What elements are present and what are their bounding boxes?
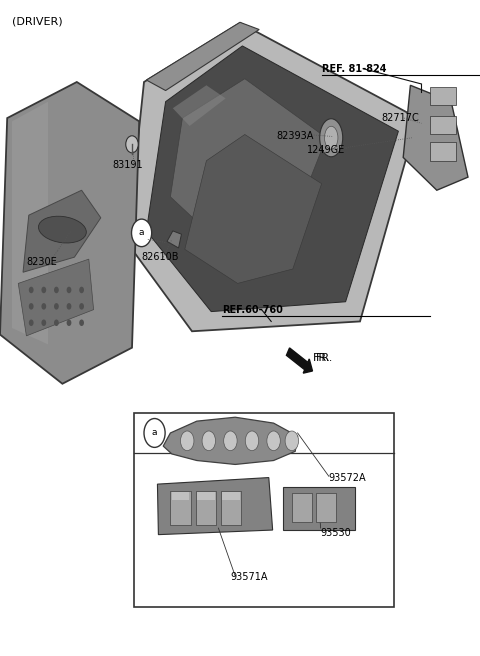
- Polygon shape: [185, 134, 322, 283]
- Bar: [430, 142, 456, 161]
- Circle shape: [132, 219, 152, 247]
- Circle shape: [79, 303, 84, 310]
- Polygon shape: [18, 259, 94, 336]
- FancyArrow shape: [287, 348, 312, 373]
- Polygon shape: [173, 85, 226, 126]
- Circle shape: [41, 319, 46, 326]
- Text: REF. 81-824: REF. 81-824: [322, 64, 386, 74]
- Ellipse shape: [267, 431, 280, 451]
- Text: REF.60-760: REF.60-760: [222, 304, 283, 315]
- Polygon shape: [23, 190, 101, 272]
- Bar: [292, 493, 312, 522]
- Circle shape: [29, 319, 34, 326]
- Circle shape: [126, 136, 138, 153]
- Bar: [134, 413, 394, 607]
- Text: FR.: FR.: [316, 352, 333, 363]
- Bar: [430, 116, 456, 134]
- Ellipse shape: [38, 216, 86, 243]
- Bar: [170, 491, 191, 525]
- Ellipse shape: [180, 431, 194, 451]
- Circle shape: [41, 287, 46, 293]
- Text: (DRIVER): (DRIVER): [12, 16, 62, 26]
- Text: 8230E: 8230E: [26, 257, 57, 268]
- Polygon shape: [157, 478, 273, 535]
- Text: 82717C: 82717C: [382, 113, 420, 123]
- Polygon shape: [12, 102, 48, 344]
- Ellipse shape: [224, 431, 237, 451]
- Circle shape: [79, 287, 84, 293]
- Circle shape: [67, 303, 72, 310]
- Bar: [316, 493, 336, 522]
- Circle shape: [29, 287, 34, 293]
- Circle shape: [144, 419, 165, 447]
- Circle shape: [29, 303, 34, 310]
- Polygon shape: [127, 23, 418, 331]
- Text: 93571A: 93571A: [230, 572, 268, 583]
- Text: a: a: [139, 228, 144, 237]
- Polygon shape: [167, 231, 181, 248]
- Circle shape: [54, 303, 59, 310]
- Bar: [197, 492, 215, 500]
- Circle shape: [54, 319, 59, 326]
- Text: FR.: FR.: [313, 352, 330, 363]
- Bar: [221, 491, 241, 525]
- Text: 82393A: 82393A: [276, 131, 313, 141]
- Text: a: a: [152, 428, 157, 438]
- Ellipse shape: [245, 431, 259, 451]
- Circle shape: [54, 287, 59, 293]
- Polygon shape: [163, 417, 298, 464]
- Polygon shape: [146, 46, 398, 312]
- Text: 93572A: 93572A: [329, 472, 366, 483]
- Circle shape: [67, 319, 72, 326]
- Text: 83191: 83191: [113, 160, 144, 171]
- Circle shape: [67, 287, 72, 293]
- Text: 82610B: 82610B: [142, 252, 179, 262]
- Bar: [172, 492, 189, 500]
- Polygon shape: [283, 487, 355, 530]
- Text: 1249GE: 1249GE: [307, 144, 346, 155]
- Bar: [430, 87, 456, 105]
- Circle shape: [79, 319, 84, 326]
- Polygon shape: [146, 22, 259, 91]
- Ellipse shape: [324, 126, 338, 150]
- Circle shape: [41, 303, 46, 310]
- Polygon shape: [0, 82, 139, 384]
- Ellipse shape: [202, 431, 216, 451]
- Ellipse shape: [285, 431, 299, 451]
- Text: 93530: 93530: [321, 527, 351, 538]
- Ellipse shape: [320, 119, 343, 157]
- Polygon shape: [170, 79, 326, 239]
- Polygon shape: [403, 85, 468, 190]
- Bar: [222, 492, 240, 500]
- Bar: [196, 491, 216, 525]
